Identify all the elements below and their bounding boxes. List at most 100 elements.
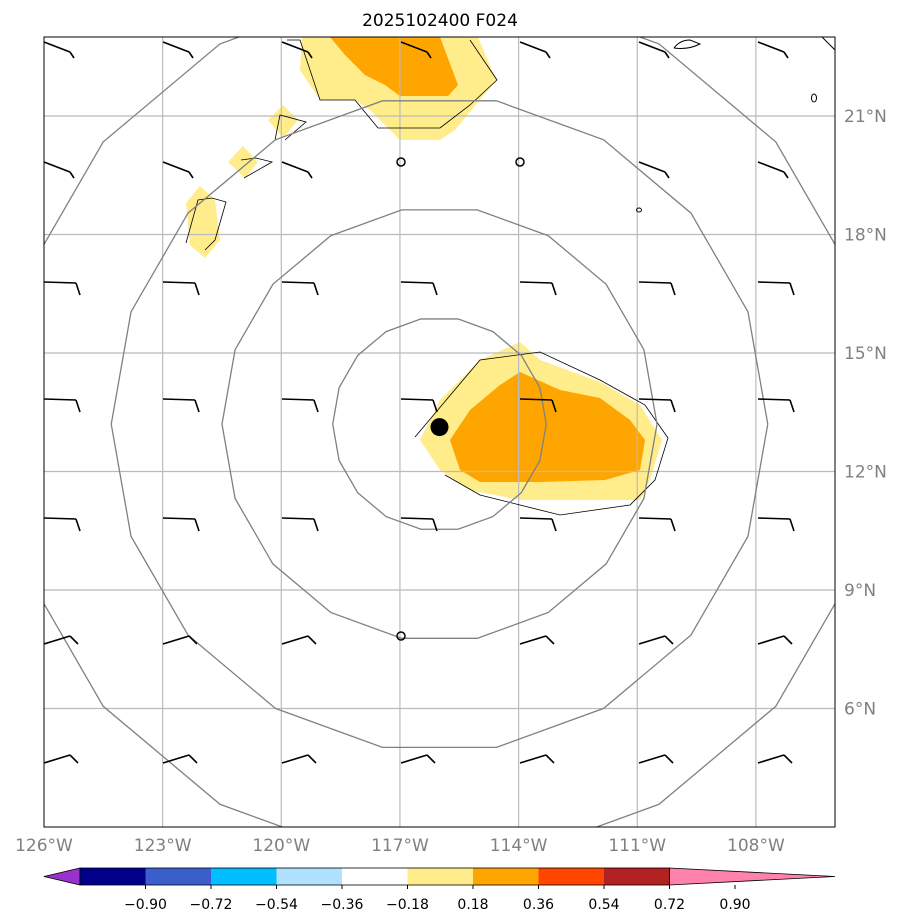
range-ring	[44, 37, 835, 827]
longitude-label: 111°W	[608, 836, 666, 856]
wind-barb	[44, 754, 79, 764]
barb-shaft	[162, 517, 196, 520]
barb-shaft	[162, 754, 190, 764]
barb-flag	[426, 754, 436, 764]
latitude-label: 12°N	[844, 463, 887, 483]
wind-barb	[519, 41, 551, 59]
wind-barb	[515, 157, 525, 167]
barb-shaft	[281, 754, 309, 764]
wind-barb	[757, 635, 793, 645]
barb-flag	[783, 171, 789, 179]
barb-flag	[432, 282, 438, 296]
longitude-label: 108°W	[727, 836, 785, 856]
barb-flag	[188, 754, 198, 764]
barb-shaft	[519, 754, 547, 764]
wind-barb	[638, 41, 670, 59]
colorbar-segment	[538, 868, 604, 885]
barb-flag	[551, 399, 557, 413]
wind-barb	[281, 281, 319, 296]
contour-line	[821, 37, 835, 51]
wind-barb	[44, 517, 81, 532]
wind-barb	[519, 398, 557, 413]
barb-shaft	[638, 635, 666, 645]
colorbar-segment	[80, 868, 146, 885]
barb-flag	[551, 282, 557, 296]
barb-shaft	[638, 398, 672, 401]
barb-shaft	[281, 398, 315, 401]
barb-shaft	[162, 41, 190, 53]
wind-barb	[519, 281, 557, 296]
contour-line	[240, 157, 274, 179]
fill-region	[268, 105, 298, 138]
wind-barb	[162, 635, 198, 645]
barb-flag	[545, 51, 551, 59]
barb-flag	[75, 282, 81, 296]
barb-flag	[69, 171, 75, 179]
barb-flag	[664, 171, 670, 179]
barb-shaft	[44, 281, 77, 284]
barb-flag	[670, 518, 676, 532]
barb-flag	[664, 635, 674, 645]
colorbar-tick-label: 0.72	[654, 897, 685, 913]
probability-fills	[186, 37, 662, 500]
fill-region	[186, 186, 220, 258]
barb-shaft	[281, 635, 309, 645]
colorbar-tick-label: 0.90	[719, 897, 750, 913]
barb-flag	[307, 754, 317, 764]
wind-barbs	[44, 41, 795, 764]
colorbar-frame	[79, 867, 670, 886]
fill-region	[228, 146, 258, 178]
barb-flag	[664, 51, 670, 59]
barb-flag	[789, 282, 795, 296]
barb-flag	[188, 51, 194, 59]
barb-flag	[551, 518, 557, 532]
colorbar-tick-label: 0.18	[457, 897, 488, 913]
wind-barb	[162, 754, 198, 764]
longitude-label: 126°W	[15, 836, 73, 856]
wind-barb	[400, 281, 438, 296]
wind-barb	[281, 754, 317, 764]
barb-shaft	[162, 281, 196, 284]
barb-shaft	[44, 635, 71, 645]
contour-line	[811, 93, 817, 103]
wind-barb	[757, 754, 793, 764]
latitude-label: 6°N	[844, 700, 876, 720]
barb-shaft	[400, 754, 428, 764]
wind-barb	[638, 161, 670, 179]
colorbar-tick-label: −0.72	[190, 897, 233, 913]
calm-circle	[396, 157, 406, 167]
colorbar-segment	[407, 868, 473, 885]
range-ring	[110, 100, 769, 749]
barb-shaft	[519, 517, 553, 520]
wind-barb	[281, 635, 317, 645]
storm-center-marker	[430, 418, 449, 437]
contour-line	[636, 207, 642, 213]
latitude-label: 18°N	[844, 226, 887, 246]
barb-shaft	[757, 517, 791, 520]
wind-barb	[638, 281, 676, 296]
wind-barb	[757, 398, 795, 413]
barb-flag	[789, 518, 795, 532]
barb-shaft	[281, 281, 315, 284]
contour-line	[287, 39, 498, 129]
barb-flag	[69, 51, 75, 59]
map-title: 2025102400 F024	[362, 11, 518, 31]
latitude-labels: 6°N 9°N 12°N 15°N 18°N 21°N	[844, 107, 887, 720]
barb-flag	[75, 518, 81, 532]
barb-shaft	[757, 161, 785, 173]
barb-shaft	[44, 754, 71, 764]
colorbar-segment	[276, 868, 342, 885]
plot-area	[44, 37, 835, 827]
wind-barb	[281, 517, 319, 532]
barb-shaft	[638, 517, 672, 520]
colorbar-tick-label: −0.36	[321, 897, 364, 913]
barb-shaft	[400, 517, 434, 520]
wind-barb	[400, 517, 438, 532]
wind-barb	[162, 41, 194, 59]
barb-flag	[194, 518, 200, 532]
barb-flag	[783, 754, 793, 764]
wind-barb	[281, 161, 313, 179]
range-ring	[332, 318, 547, 530]
barb-shaft	[519, 398, 553, 401]
barb-shaft	[162, 161, 190, 173]
